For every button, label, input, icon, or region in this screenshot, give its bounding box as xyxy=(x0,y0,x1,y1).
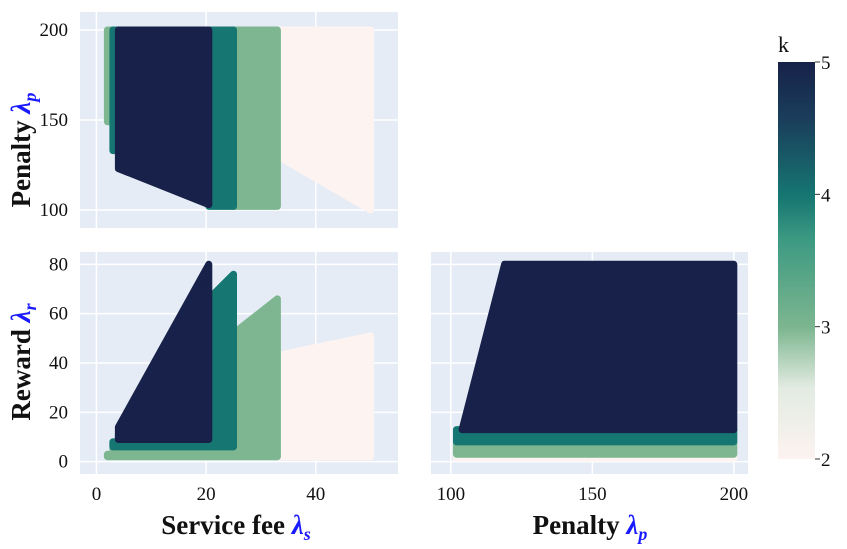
colorbar-gradient xyxy=(778,62,815,459)
x-tick-label: 0 xyxy=(92,484,102,505)
x-tick-label: 200 xyxy=(720,484,749,505)
y-tick-label: 150 xyxy=(40,110,69,131)
x-tick-label: 150 xyxy=(578,484,607,505)
colorbar: k 2 3 4 5 xyxy=(778,32,831,471)
colorbar-tick-label: 5 xyxy=(821,53,831,74)
y-tick-label: 80 xyxy=(49,254,68,275)
colorbar-tick-label: 3 xyxy=(821,318,831,339)
panel-fee-vs-penalty: 100 150 200 xyxy=(40,12,398,228)
y-tick-label: 0 xyxy=(59,452,69,473)
y-tick-label: 20 xyxy=(49,402,68,423)
x-tick-label: 100 xyxy=(437,484,466,505)
y-axis-label-penalty: Penalty λp xyxy=(6,93,40,208)
region-k5 xyxy=(458,260,738,434)
y-axis-label-reward: Reward λr xyxy=(6,302,40,420)
region-k5 xyxy=(114,260,213,443)
colorbar-tick-label: 2 xyxy=(821,450,831,471)
x-tick-label: 40 xyxy=(306,484,325,505)
y-tick-label: 60 xyxy=(49,304,68,325)
y-tick-label: 40 xyxy=(49,353,68,374)
region-k5 xyxy=(114,26,213,209)
panel-penalty-vs-reward: 100 150 200 xyxy=(431,252,748,505)
panel-fee-vs-reward: 0 20 40 0 20 40 60 80 xyxy=(49,252,398,505)
y-tick-label: 200 xyxy=(40,20,69,41)
colorbar-tick-label: 4 xyxy=(821,185,831,206)
x-axis-label-service-fee: Service fee λs xyxy=(161,510,310,544)
y-tick-label: 100 xyxy=(40,200,69,221)
x-axis-label-penalty: Penalty λp xyxy=(533,510,648,544)
colorbar-title: k xyxy=(778,32,789,57)
x-tick-label: 20 xyxy=(197,484,216,505)
